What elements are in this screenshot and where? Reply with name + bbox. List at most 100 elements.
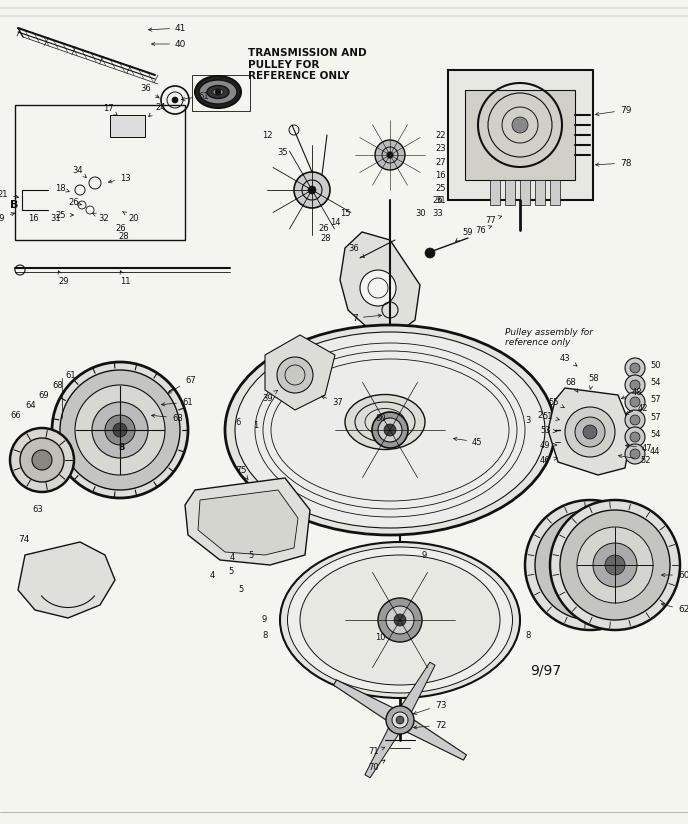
Text: 28: 28 [320,233,331,242]
Text: 5: 5 [238,586,244,594]
Text: 49: 49 [540,441,557,450]
Circle shape [386,606,414,634]
Text: 37: 37 [321,396,343,406]
Circle shape [425,248,435,258]
Circle shape [583,425,597,439]
Circle shape [32,450,52,470]
Ellipse shape [207,86,229,99]
Text: 15: 15 [340,208,350,218]
Text: 77: 77 [485,216,502,224]
Text: 28: 28 [118,232,129,241]
Text: 4: 4 [210,570,215,579]
Bar [490,180,500,205]
Text: 48: 48 [621,387,643,399]
Text: 31: 31 [50,213,61,222]
Text: 35: 35 [277,147,288,157]
Text: 5: 5 [228,568,233,577]
Text: 68: 68 [52,381,63,390]
Text: 32: 32 [92,213,109,222]
Text: 26: 26 [318,223,329,232]
Text: 70: 70 [368,760,385,773]
Ellipse shape [300,555,500,685]
Text: 2: 2 [537,410,542,419]
Polygon shape [407,720,466,760]
Text: B: B [118,443,125,452]
Text: 69: 69 [38,391,49,400]
Bar [110,115,145,137]
Circle shape [384,424,396,436]
Text: 39: 39 [262,391,278,402]
Circle shape [60,370,180,490]
Ellipse shape [195,76,241,108]
Circle shape [625,392,645,412]
Bar [550,180,560,205]
Circle shape [630,415,640,425]
Text: 61: 61 [162,397,193,406]
Circle shape [575,417,605,447]
Text: 31: 31 [435,195,446,204]
Circle shape [20,438,64,482]
Text: 76: 76 [475,226,492,235]
Text: 78: 78 [596,158,632,167]
Circle shape [387,152,393,158]
Text: 13: 13 [109,174,131,183]
Circle shape [372,412,408,448]
Circle shape [568,543,612,587]
Circle shape [92,402,148,458]
Text: 21: 21 [0,190,19,199]
Text: 61: 61 [182,91,208,101]
Text: 18: 18 [55,184,69,193]
Ellipse shape [288,547,513,693]
Circle shape [172,97,178,103]
Circle shape [113,423,127,437]
Circle shape [294,172,330,208]
Bar [110,115,145,137]
Text: 60: 60 [662,570,688,579]
Text: 25: 25 [55,210,74,219]
Circle shape [625,358,645,378]
Polygon shape [401,662,435,713]
Text: 58: 58 [588,373,599,389]
Text: 62: 62 [661,603,688,615]
Circle shape [10,428,74,492]
Text: 34: 34 [72,166,87,177]
Text: 14: 14 [330,218,341,227]
Circle shape [593,543,637,587]
Circle shape [630,363,640,373]
Ellipse shape [225,325,555,535]
Text: 54: 54 [650,429,660,438]
Circle shape [308,186,316,194]
Circle shape [386,706,414,734]
Polygon shape [198,490,298,555]
Text: 57: 57 [650,413,660,422]
Text: 75: 75 [235,466,248,480]
Ellipse shape [213,89,223,95]
Text: 16: 16 [435,171,446,180]
Circle shape [392,712,408,728]
Text: 55: 55 [548,397,564,408]
Text: 17: 17 [103,104,118,115]
Text: 29: 29 [58,271,69,287]
Circle shape [277,357,313,393]
Text: 36: 36 [140,83,159,98]
Text: 12: 12 [262,130,272,139]
Circle shape [625,427,645,447]
Text: 68: 68 [151,414,183,423]
Circle shape [625,444,645,464]
Text: 46: 46 [540,456,557,465]
Polygon shape [18,542,115,618]
Circle shape [630,432,640,442]
Circle shape [525,500,655,630]
Text: 80: 80 [375,414,386,423]
Circle shape [630,397,640,407]
Text: 42: 42 [625,404,649,414]
Bar [192,75,250,111]
Polygon shape [548,388,632,475]
Circle shape [630,449,640,459]
Polygon shape [185,478,310,565]
Circle shape [360,270,396,306]
Text: 61: 61 [65,371,76,380]
Text: 44: 44 [650,447,660,456]
Circle shape [625,410,645,430]
Text: 53: 53 [540,425,557,434]
